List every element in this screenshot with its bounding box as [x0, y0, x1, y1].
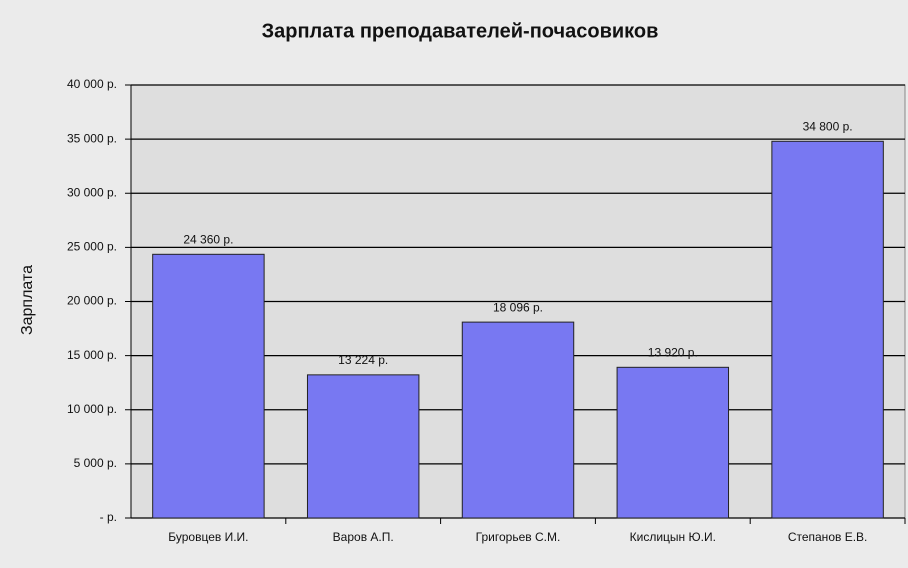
- y-tick-label: 5 000 р.: [74, 456, 117, 470]
- chart-title: Зарплата преподавателей-почасовиков: [262, 20, 659, 42]
- value-label: 13 224 р.: [338, 353, 388, 367]
- x-tick-label: Григорьев С.М.: [476, 530, 561, 544]
- value-label: 13 920 р.: [648, 345, 698, 359]
- x-tick-label: Степанов Е.В.: [788, 530, 868, 544]
- bar: [771, 140, 884, 519]
- x-tick-label: Кислицын Ю.И.: [630, 530, 716, 544]
- y-tick-label: 15 000 р.: [67, 348, 117, 362]
- y-tick-label: - р.: [100, 510, 117, 524]
- bar: [616, 366, 730, 519]
- y-tick-label: 20 000 р.: [67, 294, 117, 308]
- bar: [152, 253, 265, 519]
- bar: [306, 374, 420, 519]
- y-tick-label: 25 000 р.: [67, 240, 117, 254]
- y-tick-label: 35 000 р.: [67, 131, 117, 145]
- x-tick-label: Буровцев И.И.: [168, 530, 248, 544]
- bar: [461, 321, 575, 519]
- value-label: 18 096 р.: [493, 300, 543, 314]
- x-tick-label: Варов А.П.: [333, 530, 394, 544]
- y-tick-label: 30 000 р.: [67, 185, 117, 199]
- value-label: 34 800 р.: [803, 119, 853, 133]
- y-tick-label: 40 000 р.: [67, 77, 117, 91]
- value-label: 24 360 р.: [183, 232, 233, 246]
- y-tick-label: 10 000 р.: [67, 402, 117, 416]
- y-axis-label: Зарплата: [19, 265, 36, 335]
